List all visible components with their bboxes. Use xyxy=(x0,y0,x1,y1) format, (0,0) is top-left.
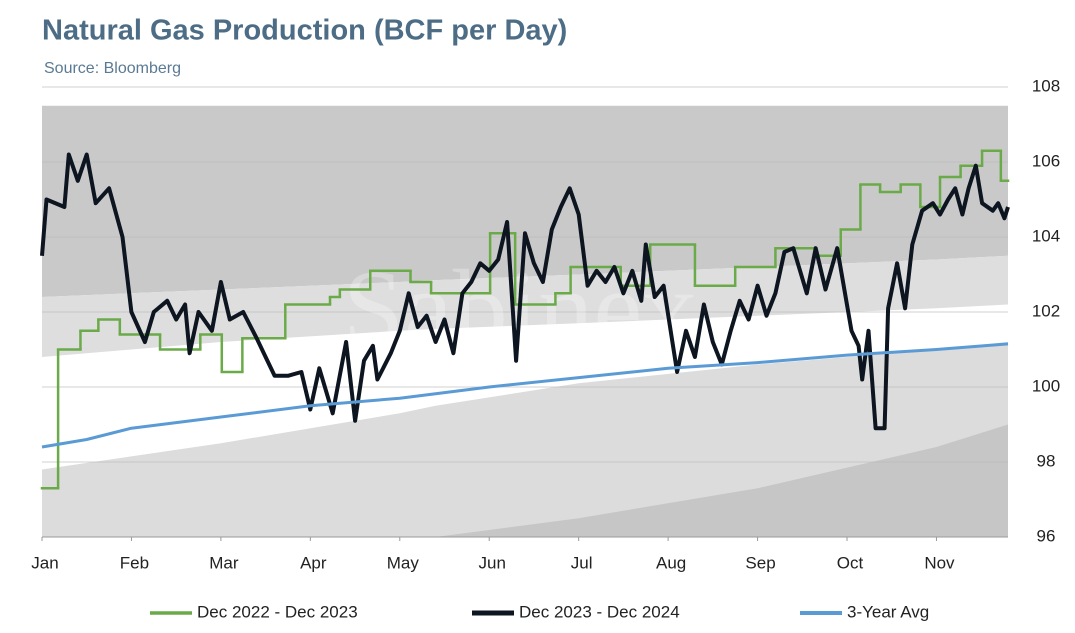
chart-subtitle: Source: Bloomberg xyxy=(44,60,181,77)
x-tick-label: Mar xyxy=(209,553,239,572)
lines xyxy=(40,149,1010,490)
range-band xyxy=(42,255,1008,357)
series-line xyxy=(40,152,1010,431)
range-band xyxy=(42,424,1008,537)
x-tick-label: Jun xyxy=(479,553,506,572)
legend: Dec 2022 - Dec 2023 Dec 2023 - Dec 2024 3-… xyxy=(150,602,929,621)
legend-label: Dec 2023 - Dec 2024 xyxy=(519,602,680,621)
y-tick-label: 98 xyxy=(1037,451,1056,470)
x-tick-label: Apr xyxy=(300,553,327,572)
chart-title: Natural Gas Production (BCF per Day) xyxy=(42,15,567,47)
x-tick-label: Jan xyxy=(31,553,58,572)
axes: 96 98 100 102 104 106 108 Jan Feb Mar Apr May Jun Jul… xyxy=(31,76,1060,572)
bands xyxy=(42,105,1008,537)
x-tick-label: Sep xyxy=(745,553,775,572)
y-tick-label: 106 xyxy=(1032,151,1060,170)
y-tick-label: 96 xyxy=(1037,526,1056,545)
x-tick-label: Oct xyxy=(837,553,864,572)
y-tick-label: 104 xyxy=(1032,226,1060,245)
legend-label: Dec 2022 - Dec 2023 xyxy=(197,602,358,621)
y-tick-label: 102 xyxy=(1032,301,1060,320)
x-tick-label: Aug xyxy=(656,553,686,572)
range-band xyxy=(42,105,1008,297)
x-tick-label: Nov xyxy=(924,553,955,572)
series-line xyxy=(41,342,1009,449)
x-tick-label: May xyxy=(387,553,420,572)
y-tick-label: 100 xyxy=(1032,376,1060,395)
x-tick-label: Jul xyxy=(571,553,593,572)
x-tick-label: Feb xyxy=(120,553,149,572)
y-tick-label: 108 xyxy=(1032,76,1060,95)
legend-label: 3-Year Avg xyxy=(847,602,929,621)
